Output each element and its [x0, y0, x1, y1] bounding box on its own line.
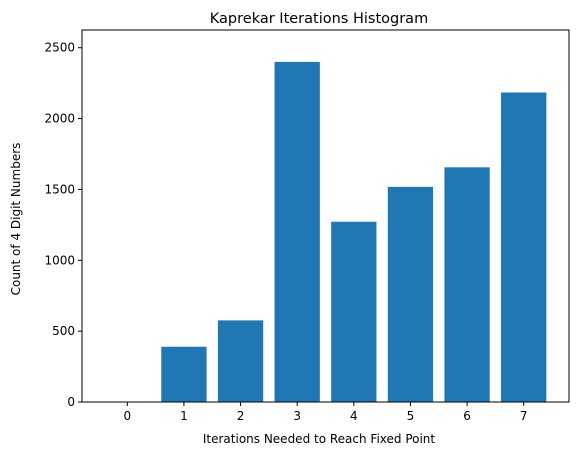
- x-tick-label: 2: [237, 409, 245, 423]
- y-tick-label: 1000: [44, 253, 75, 267]
- bar-3: [274, 61, 320, 403]
- chart-title: Kaprekar Iterations Histogram: [210, 11, 428, 27]
- y-tick-label: 0: [67, 395, 75, 409]
- bar-2: [217, 320, 264, 402]
- bar-4: [331, 221, 377, 402]
- bar-1: [161, 346, 207, 402]
- bar-5: [387, 186, 434, 402]
- y-tick-label: 500: [52, 324, 75, 338]
- y-tick-label: 2000: [44, 112, 75, 126]
- x-tick-label: 3: [293, 409, 301, 423]
- x-tick-label: 0: [123, 409, 131, 423]
- bar-7: [501, 92, 547, 402]
- y-tick-label: 2500: [44, 41, 75, 55]
- y-tick-label: 1500: [44, 182, 75, 196]
- x-tick-label: 7: [520, 409, 528, 423]
- y-axis-label: Count of 4 Digit Numbers: [9, 143, 23, 296]
- y-axis: 0 500 1000 1500 2000 2500: [44, 41, 82, 409]
- bars-group: [161, 61, 547, 403]
- x-tick-label: 4: [350, 409, 358, 423]
- x-axis: 0 1 2 3 4 5 6 7: [123, 402, 528, 423]
- x-tick-label: 6: [463, 409, 471, 423]
- x-tick-label: 1: [180, 409, 188, 423]
- x-tick-label: 5: [407, 409, 415, 423]
- bar-6: [444, 167, 490, 402]
- x-axis-label: Iterations Needed to Reach Fixed Point: [203, 432, 436, 446]
- plot-frame: [81, 29, 570, 403]
